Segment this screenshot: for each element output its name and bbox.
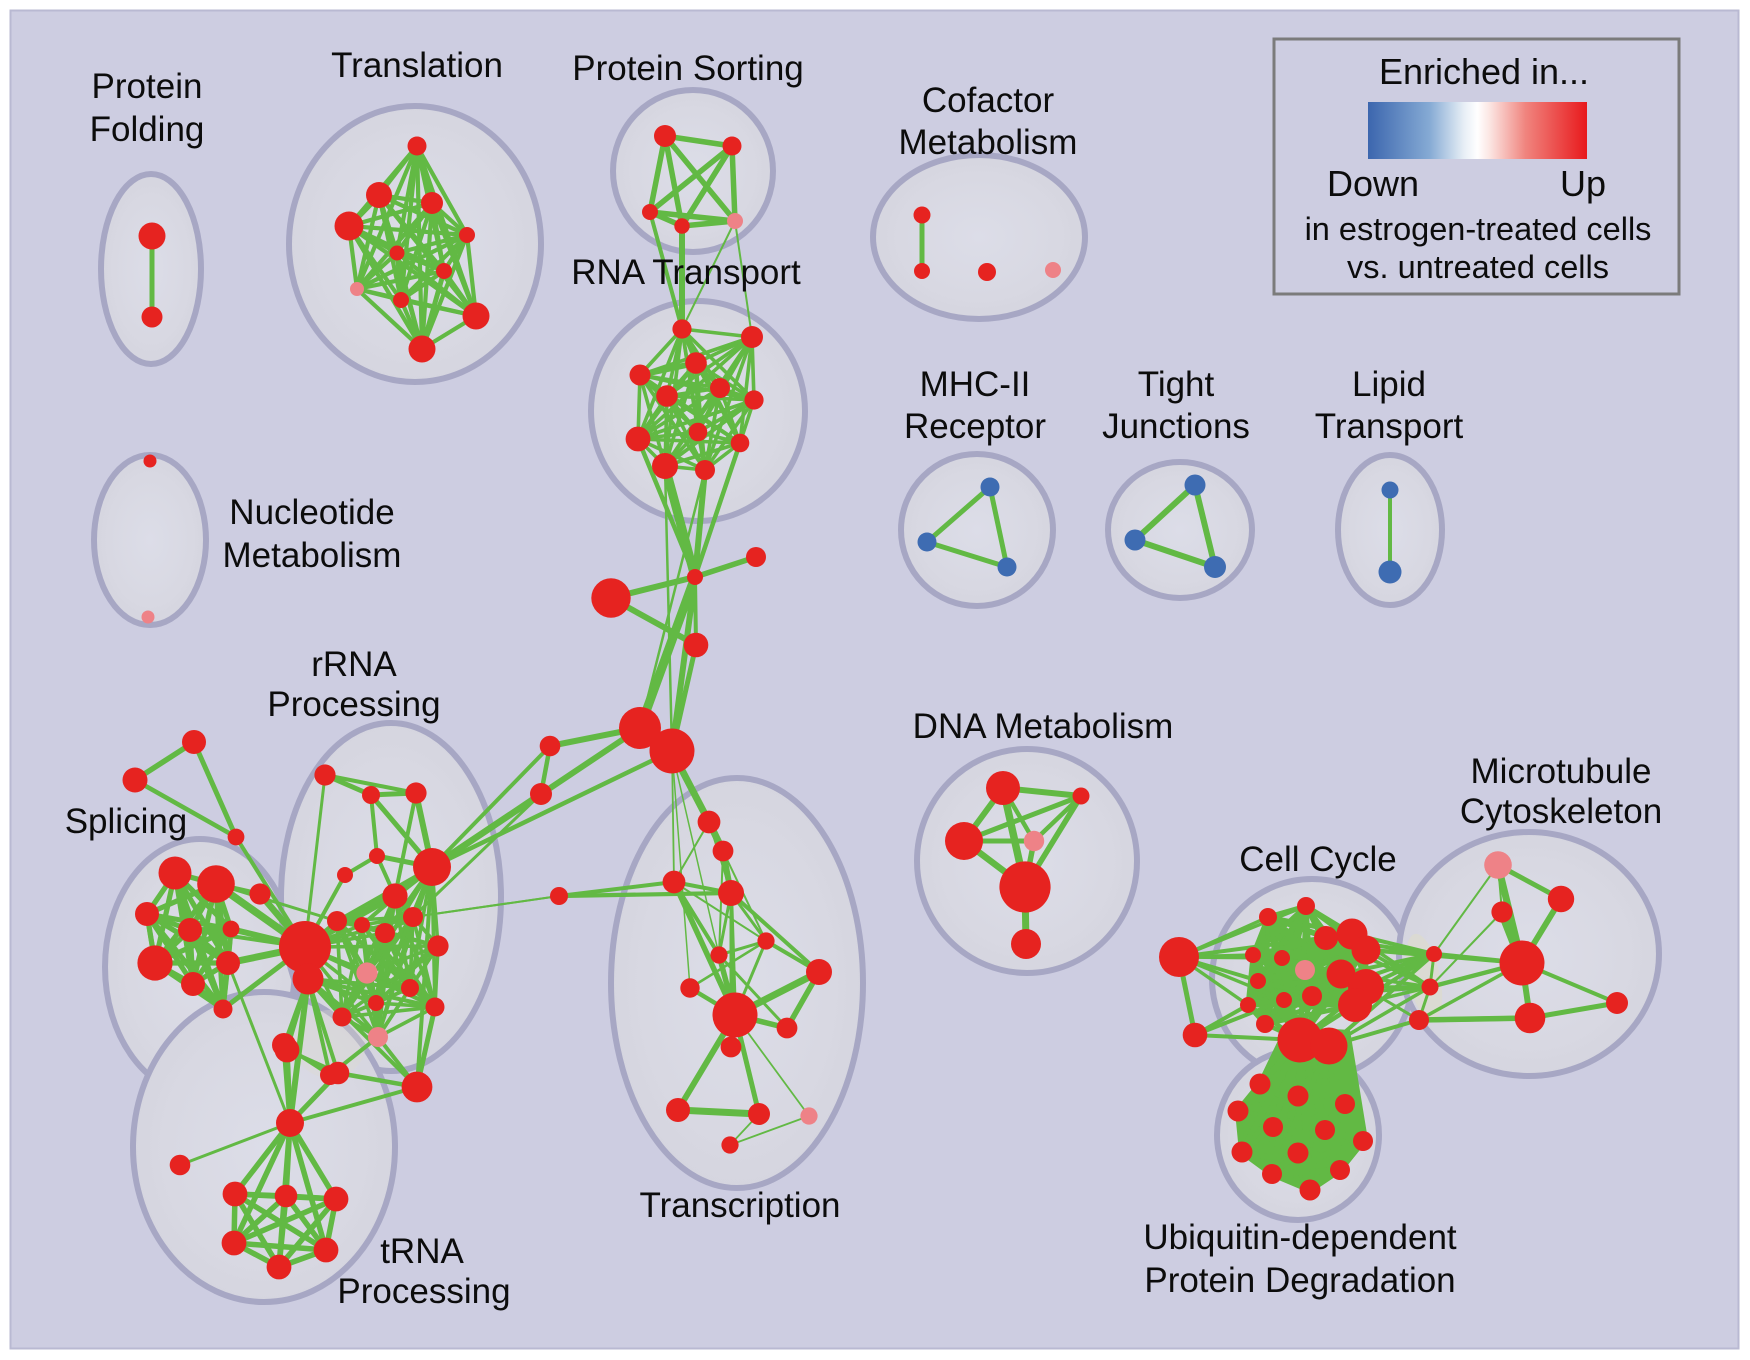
svg-text:Transcription: Transcription (640, 1186, 841, 1225)
svg-text:Protein Sorting: Protein Sorting (572, 49, 804, 88)
svg-text:Nucleotide: Nucleotide (229, 493, 394, 532)
svg-text:Processing: Processing (337, 1272, 510, 1311)
svg-text:Enriched in...: Enriched in... (1379, 51, 1589, 92)
svg-text:rRNA: rRNA (311, 645, 397, 684)
svg-text:Folding: Folding (90, 110, 205, 149)
svg-text:Receptor: Receptor (904, 407, 1046, 446)
svg-text:Up: Up (1560, 163, 1606, 204)
svg-text:Metabolism: Metabolism (223, 536, 402, 575)
svg-text:Splicing: Splicing (65, 802, 188, 841)
svg-text:tRNA: tRNA (380, 1232, 464, 1271)
svg-text:Translation: Translation (331, 46, 503, 85)
svg-text:Junctions: Junctions (1102, 407, 1250, 446)
svg-text:Microtubule: Microtubule (1471, 752, 1652, 791)
svg-text:Cell Cycle: Cell Cycle (1239, 840, 1397, 879)
svg-text:Lipid: Lipid (1352, 365, 1426, 404)
svg-text:Cofactor: Cofactor (922, 81, 1055, 120)
svg-text:Cytoskeleton: Cytoskeleton (1460, 792, 1662, 831)
svg-text:Ubiquitin-dependent: Ubiquitin-dependent (1143, 1218, 1457, 1257)
svg-text:MHC-II: MHC-II (920, 365, 1031, 404)
svg-text:Tight: Tight (1138, 365, 1215, 404)
svg-text:RNA Transport: RNA Transport (571, 253, 801, 292)
svg-text:Down: Down (1327, 163, 1419, 204)
svg-text:Protein: Protein (92, 67, 203, 106)
svg-text:DNA Metabolism: DNA Metabolism (913, 707, 1174, 746)
svg-text:Transport: Transport (1315, 407, 1464, 446)
svg-text:Processing: Processing (267, 685, 440, 724)
svg-text:Metabolism: Metabolism (899, 123, 1078, 162)
svg-text:vs. untreated cells: vs. untreated cells (1347, 249, 1609, 285)
svg-text:in estrogen-treated cells: in estrogen-treated cells (1305, 211, 1652, 247)
svg-text:Protein Degradation: Protein Degradation (1144, 1261, 1455, 1300)
